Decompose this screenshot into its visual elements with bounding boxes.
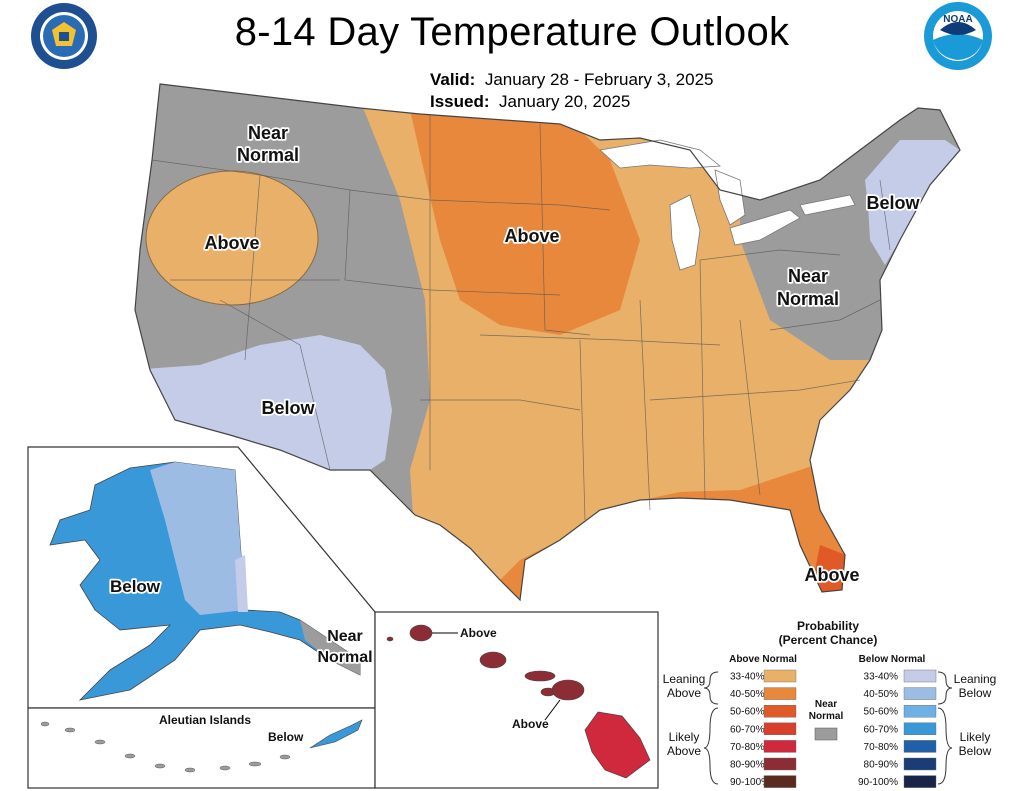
below-leaning-southwest-region: [135, 335, 392, 470]
aleutian-below-region: [309, 719, 363, 749]
valid-dates: Valid: January 28 - February 3, 2025: [430, 70, 714, 90]
above-central-label: Above: [504, 226, 559, 246]
legend-near-label-1: Near: [815, 699, 837, 710]
state-borders: [151, 114, 891, 521]
legend-likely-above-2: Above: [667, 744, 701, 758]
legend-below-swatch: [903, 669, 937, 683]
legend-below-range-label: 80-90%: [864, 760, 899, 771]
ak-near-label-1: Near: [327, 628, 363, 645]
legend-leaning-below-1: Leaning: [954, 672, 997, 686]
near-normal-nw-label-2: Normal: [237, 145, 299, 165]
map-title: 8-14 Day Temperature Outlook: [234, 10, 790, 54]
legend-below-header: Below Normal: [859, 654, 926, 665]
hi-above-label-2: Above: [512, 717, 549, 731]
legend-above-range-label: 80-90%: [730, 760, 765, 771]
legend-likely-above-1: Likely: [669, 730, 700, 744]
legend-above-swatch: [763, 705, 797, 718]
legend-leaning-above-2: Above: [667, 686, 701, 700]
conus-outline: [134, 83, 961, 602]
hi-above-label-1: Above: [460, 626, 497, 640]
legend-below-swatch: [903, 775, 937, 788]
legend-above-range-label: 33-40%: [730, 672, 765, 683]
legend-below-swatch: [903, 722, 937, 735]
legend-below-range-label: 90-100%: [858, 777, 898, 788]
issued-label: Issued:: [430, 92, 490, 111]
issued-date: Issued: January 20, 2025: [430, 92, 630, 112]
hawaii-inset: Above Above: [374, 611, 659, 789]
legend-below-range-label: 40-50%: [864, 689, 899, 700]
alaska-near-normal-region: [300, 620, 360, 675]
legend-above-range-label: 60-70%: [730, 724, 765, 735]
below-leaning-northeast-region: [865, 140, 960, 265]
above-40-50-gulf-region: [490, 460, 845, 600]
legend-below-swatch: [903, 687, 937, 700]
legend-above-swatch: [763, 722, 797, 735]
legend-above-swatch: [763, 757, 797, 771]
legend-below-swatch: [903, 757, 937, 771]
legend-above-swatches: 33-40% 40-50% 50-60% 60-70% 70-80% 80-90% 90-1…: [730, 669, 797, 788]
legend-above-header: Above Normal: [729, 654, 797, 665]
below-ne-label: Below: [866, 193, 920, 213]
legend-above-swatch: [763, 687, 797, 700]
probability-legend: Probability (Percent Chance) Above Norma…: [663, 619, 997, 788]
below-sw-label: Below: [261, 398, 315, 418]
legend-likely-below-2: Below: [959, 744, 992, 758]
legend-below-swatches: 33-40% 40-50% 50-60% 60-70% 70-80% 80-90% 90-1…: [858, 669, 937, 788]
above-40-50-plains-region: [410, 110, 640, 335]
legend-likely-below-1: Likely: [960, 730, 991, 744]
legend-below-range-label: 70-80%: [864, 742, 899, 753]
near-normal-e-label-1: Near: [788, 266, 828, 286]
legend-title-2: (Percent Chance): [779, 633, 878, 647]
department-of-commerce-seal-icon: [31, 3, 97, 69]
legend-below-range-label: 50-60%: [864, 707, 899, 718]
ak-near-label-2: Normal: [317, 649, 372, 666]
above-50-60-florida-region: [815, 545, 846, 592]
ak-below-label: Below: [110, 577, 161, 596]
aleutian-below-label: Below: [268, 730, 304, 744]
big-island-region: [584, 711, 651, 779]
above-west-label: Above: [204, 233, 259, 253]
legend-above-range-label: 40-50%: [730, 689, 765, 700]
alaska-inset: Below Near Normal: [27, 446, 376, 709]
legend-above-swatch: [763, 740, 797, 753]
great-lakes: [599, 139, 856, 271]
legend-below-swatch: [903, 705, 937, 718]
legend-above-swatch: [763, 669, 797, 683]
legend-below-swatch: [903, 740, 937, 753]
legend-title-1: Probability: [797, 619, 859, 633]
legend-above-range-label: 70-80%: [730, 742, 765, 753]
valid-label: Valid:: [430, 70, 476, 89]
alaska-below-33-40-region: [235, 555, 248, 612]
legend-leaning-below-2: Below: [959, 686, 992, 700]
legend-below-range-label: 60-70%: [864, 724, 899, 735]
near-normal-e-label-2: Normal: [777, 289, 839, 309]
legend-above-swatch: [763, 775, 797, 788]
legend-above-range-label: 90-100%: [730, 777, 770, 788]
legend-above-range-label: 50-60%: [730, 707, 765, 718]
valid-value: January 28 - February 3, 2025: [484, 70, 714, 89]
legend-below-range-label: 33-40%: [864, 672, 899, 683]
aleutian-inset: Aleutian Islands Below: [27, 707, 376, 789]
noaa-logo-text: NOAA: [943, 14, 972, 25]
aleutian-title: Aleutian Islands: [159, 713, 251, 727]
legend-leaning-above-1: Leaning: [663, 672, 706, 686]
alaska-below-40-50-region: [150, 462, 245, 615]
legend-near-label-2: Normal: [809, 711, 844, 722]
noaa-logo-icon: NOAA: [924, 2, 992, 70]
near-normal-nw-label-1: Near: [248, 123, 288, 143]
legend-near-normal-swatch: [814, 727, 838, 741]
above-fl-label: Above: [804, 565, 859, 585]
issued-value: January 20, 2025: [498, 92, 631, 111]
